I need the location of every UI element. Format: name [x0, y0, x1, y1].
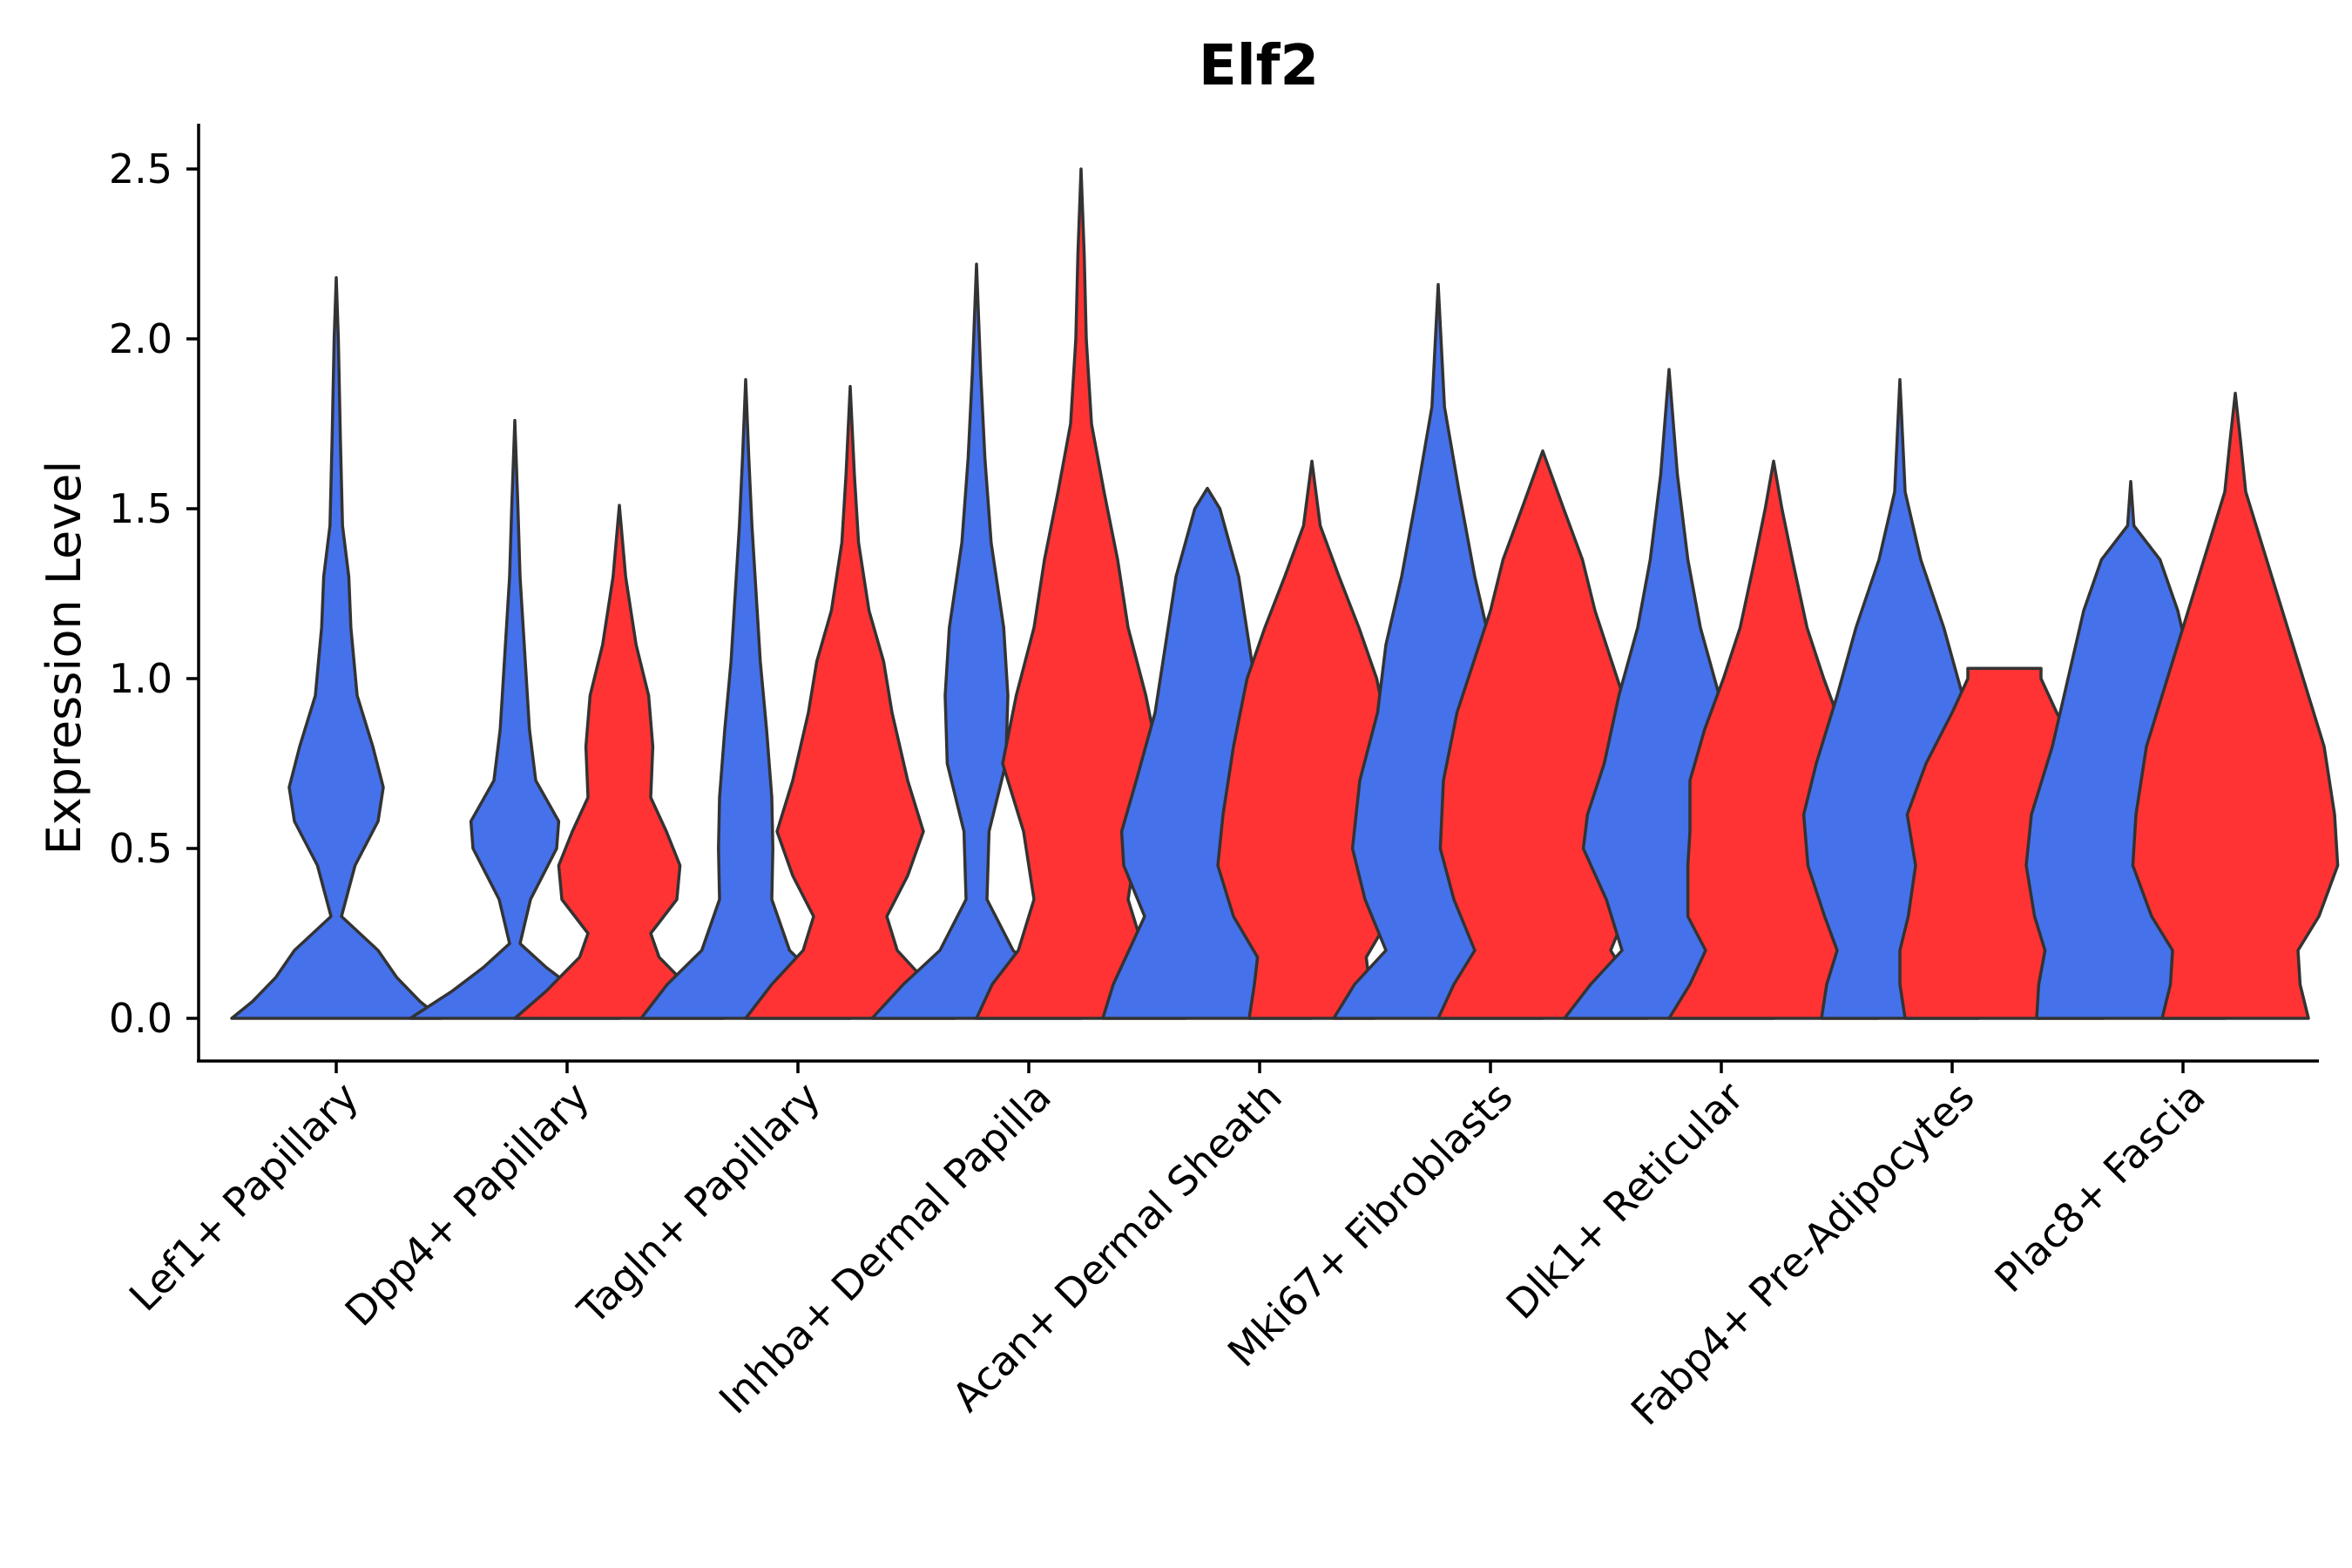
violins-group: [230, 167, 2340, 1020]
y-tick-label: 0.5: [109, 825, 172, 872]
chart-title: Elf2: [1199, 34, 1319, 98]
y-axis-label: Expression Level: [37, 461, 91, 855]
x-tick-label: Lef1+ Papillary: [120, 1073, 368, 1321]
y-ticks-group: 0.0 0.5 1.0 1.5 2.0 2.5: [109, 145, 199, 1042]
x-tick-label: Plac8+ Fascia: [1985, 1073, 2213, 1301]
y-tick-label: 0.0: [109, 995, 172, 1042]
x-tick-label: Dlk1+ Reticular: [1497, 1073, 1753, 1328]
x-tick-label: Tagln+ Papillary: [568, 1073, 829, 1335]
violin-blue: [870, 262, 1083, 1020]
violin-blue: [409, 418, 621, 1020]
y-tick-label: 1.0: [109, 655, 172, 702]
x-tick-label: Dpp4+ Papillary: [336, 1073, 598, 1335]
violin-red: [2131, 391, 2340, 1020]
y-tick-label: 2.5: [109, 145, 172, 193]
violin-blue: [639, 378, 852, 1020]
y-tick-label: 2.0: [109, 315, 172, 362]
violin-red: [513, 504, 726, 1020]
violin-blue: [230, 276, 443, 1020]
y-tick-label: 1.5: [109, 485, 172, 532]
violin-red: [744, 384, 956, 1020]
